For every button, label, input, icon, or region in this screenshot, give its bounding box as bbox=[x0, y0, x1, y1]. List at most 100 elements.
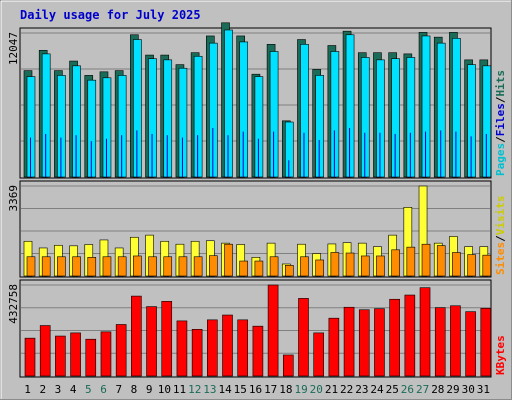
pages-bar bbox=[257, 138, 259, 177]
sites-bar bbox=[26, 256, 36, 277]
kbytes-bar bbox=[146, 306, 157, 377]
kbytes-bar bbox=[358, 309, 370, 377]
sites-bar bbox=[315, 259, 324, 277]
kbytes-bar bbox=[191, 329, 203, 377]
kbytes-bar bbox=[267, 284, 279, 377]
legend-entry: Hits bbox=[494, 70, 507, 97]
panel-kbytes: 432758 KBytes bbox=[7, 279, 507, 378]
sites-bar bbox=[87, 257, 97, 277]
pages-bar bbox=[364, 132, 366, 177]
sites-bar bbox=[102, 256, 112, 277]
pages-bar bbox=[151, 133, 153, 177]
pages-bar bbox=[121, 135, 123, 177]
pages-bar bbox=[288, 160, 290, 177]
day-label: 10 bbox=[158, 383, 171, 396]
panel-hits-legend: Pages/Files/Hits bbox=[494, 70, 507, 176]
sites-bar bbox=[406, 246, 416, 277]
panel-visits: 3369 Sites/Visits bbox=[7, 180, 507, 278]
pages-bar bbox=[166, 135, 168, 177]
pages-bar bbox=[394, 133, 396, 177]
day-label: 14 bbox=[218, 383, 232, 396]
day-label: 19 bbox=[294, 383, 307, 396]
legend-entry: Visits bbox=[494, 196, 507, 236]
kbytes-bar bbox=[207, 319, 218, 377]
kbytes-bar bbox=[252, 325, 264, 377]
legend-entry: Sites bbox=[494, 242, 507, 275]
sites-bar bbox=[452, 252, 461, 277]
sites-bar bbox=[72, 256, 81, 277]
day-label: 1 bbox=[24, 383, 31, 396]
pages-bar bbox=[318, 139, 320, 177]
day-label: 7 bbox=[115, 383, 122, 396]
kbytes-bar bbox=[222, 314, 233, 377]
kbytes-bar bbox=[55, 335, 66, 377]
sites-bar bbox=[148, 256, 157, 277]
pages-bar bbox=[212, 127, 214, 177]
kbytes-bar bbox=[480, 307, 492, 377]
day-label: 24 bbox=[370, 383, 384, 396]
kbytes-bar bbox=[39, 325, 51, 377]
day-label: 22 bbox=[340, 383, 353, 396]
day-label: 20 bbox=[310, 383, 323, 396]
sites-bar bbox=[330, 252, 340, 277]
day-label: 27 bbox=[416, 383, 429, 396]
pages-bar bbox=[455, 131, 457, 177]
day-label: 25 bbox=[386, 383, 399, 396]
pages-bar bbox=[105, 138, 107, 177]
legend-entry: Pages bbox=[494, 143, 507, 176]
pages-bar bbox=[379, 132, 381, 177]
day-label: 13 bbox=[203, 383, 216, 396]
day-label: 4 bbox=[70, 383, 77, 396]
sites-bar bbox=[300, 256, 309, 277]
sites-bar bbox=[163, 256, 173, 277]
sites-bar bbox=[482, 254, 492, 277]
sites-bar bbox=[178, 256, 188, 277]
sites-bar bbox=[391, 249, 400, 277]
day-label: 9 bbox=[146, 383, 153, 396]
kbytes-bar bbox=[434, 307, 446, 377]
pages-bar bbox=[303, 132, 305, 177]
day-label: 26 bbox=[401, 383, 414, 396]
sites-bar bbox=[41, 256, 51, 277]
sites-bar bbox=[376, 255, 385, 277]
legend-entry: KBytes bbox=[494, 335, 507, 375]
pages-bar bbox=[90, 141, 92, 177]
sites-bar bbox=[284, 265, 294, 277]
sites-bar bbox=[117, 256, 127, 277]
sites-bar bbox=[269, 256, 279, 277]
kbytes-bar bbox=[419, 287, 431, 377]
sites-bar bbox=[57, 256, 66, 277]
pages-bar bbox=[30, 137, 31, 177]
kbytes-bar bbox=[24, 337, 36, 377]
sites-bar bbox=[421, 243, 431, 277]
sites-bar bbox=[193, 256, 203, 277]
sites-bar bbox=[360, 255, 370, 277]
legend-entry: Files bbox=[494, 103, 507, 136]
kbytes-bar bbox=[328, 317, 340, 377]
pages-bar bbox=[409, 132, 411, 177]
kbytes-bar bbox=[237, 319, 249, 377]
pages-bar bbox=[333, 130, 335, 177]
day-label: 21 bbox=[325, 383, 338, 396]
kbytes-bar bbox=[343, 306, 355, 377]
pages-bar bbox=[440, 130, 442, 177]
kbytes-bar bbox=[298, 298, 309, 377]
kbytes-bar bbox=[70, 332, 81, 377]
day-label: 3 bbox=[55, 383, 62, 396]
sites-bar bbox=[239, 260, 249, 277]
day-label: 8 bbox=[131, 383, 138, 396]
pages-bar bbox=[60, 137, 62, 177]
pages-bar bbox=[425, 131, 427, 177]
kbytes-bar bbox=[465, 311, 476, 377]
day-label: 16 bbox=[249, 383, 262, 396]
day-label: 6 bbox=[100, 383, 107, 396]
sites-bar bbox=[224, 243, 233, 277]
kbytes-bar bbox=[374, 308, 385, 377]
day-label: 31 bbox=[477, 383, 490, 396]
pages-bar bbox=[470, 136, 472, 177]
day-label: 18 bbox=[279, 383, 292, 396]
day-label: 23 bbox=[355, 383, 368, 396]
legend-entry: / bbox=[494, 136, 507, 143]
